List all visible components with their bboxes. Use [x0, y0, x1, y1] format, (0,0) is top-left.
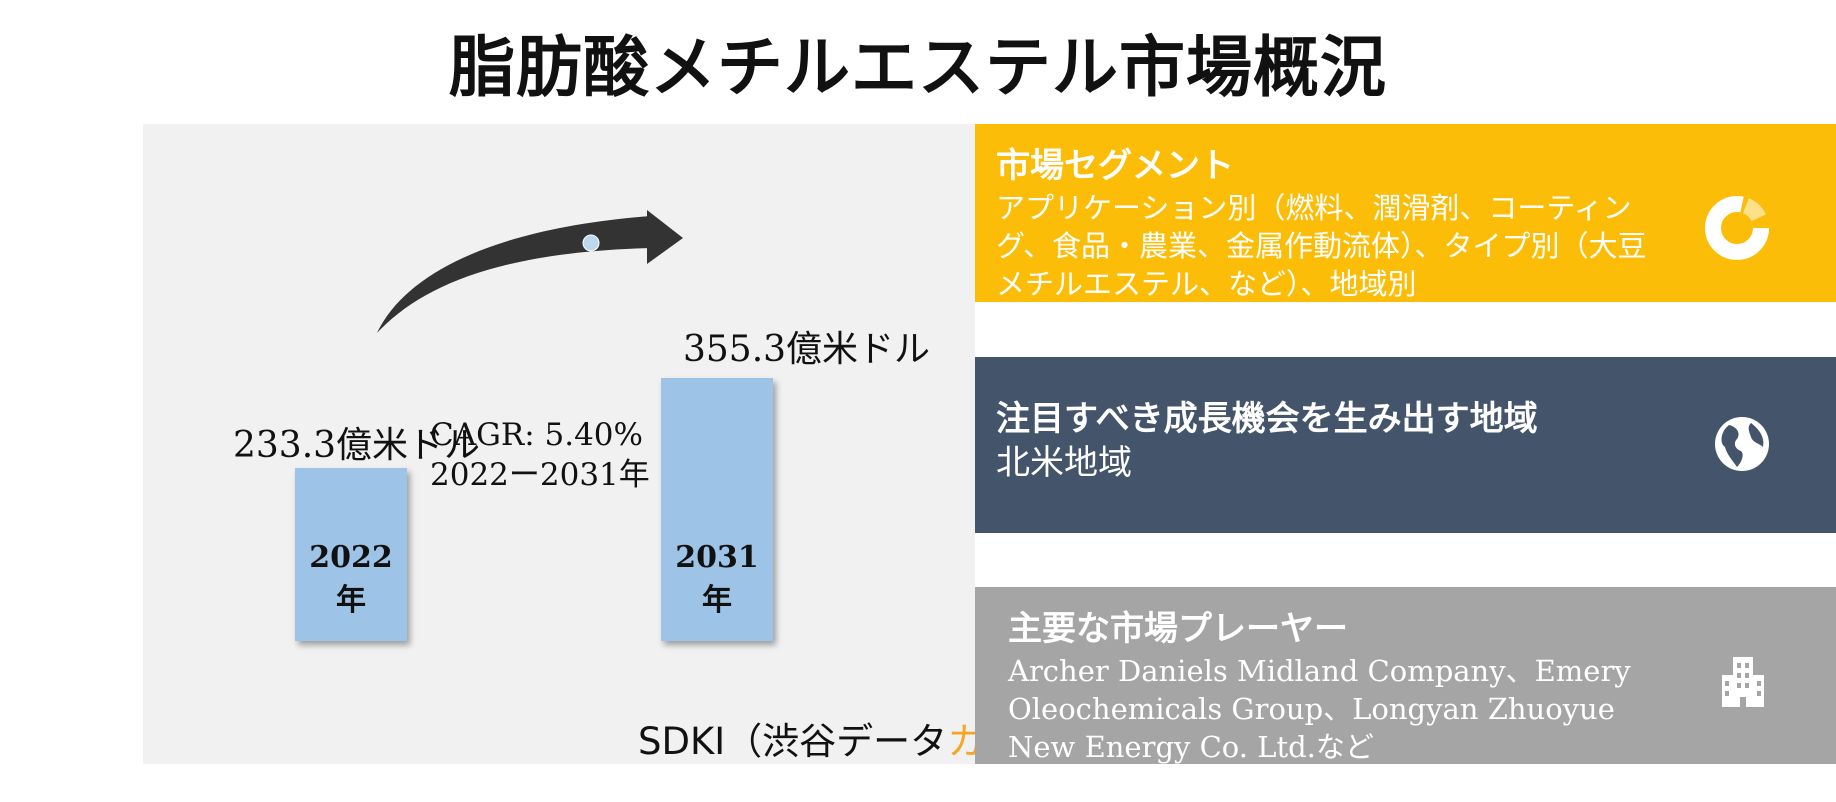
growth-arrow-dot [582, 234, 600, 252]
globe-icon [1715, 417, 1769, 471]
segment-body: アプリケーション別（燃料、潤滑剤、コーティング、食品・農業、金属作動流体）、タイ… [996, 191, 1647, 301]
bar-value-label: 233.3億米ドル [233, 425, 481, 466]
players-panel: 主要な市場プレーヤー Archer Daniels Midland Compan… [975, 587, 1836, 764]
players-body: Archer Daniels Midland Company、Emery Ole… [1008, 654, 1631, 764]
cagr-period: 2022ー2031年 [430, 457, 650, 493]
bar-category-label: 2031年 [675, 540, 759, 618]
cagr-value: CAGR: 5.40% [430, 417, 643, 453]
bar-2022年: 2022年 [295, 468, 407, 641]
segment-panel: 市場セグメント アプリケーション別（燃料、潤滑剤、コーティング、食品・農業、金属… [975, 124, 1836, 302]
players-heading: 主要な市場プレーヤー [1008, 609, 1348, 649]
growth-arrow-body [377, 216, 651, 333]
bar-category-label: 2022年 [309, 540, 393, 618]
growth-arrow-head [647, 210, 683, 264]
region-body: 北米地域 [996, 443, 1132, 483]
segment-heading: 市場セグメント [996, 146, 1234, 186]
bar-value-label: 355.3億米ドル [683, 329, 931, 370]
bar-2031年: 2031年 [661, 378, 773, 641]
region-heading: 注目すべき成長機会を生み出す地域 [996, 399, 1538, 439]
brand-prefix: SDKI（渋谷データ [638, 720, 948, 763]
page-title: 脂肪酸メチルエステル市場概況 [449, 28, 1387, 106]
donut-chart-icon [1705, 196, 1769, 260]
building-icon [1722, 657, 1764, 707]
growth-arrow [377, 210, 683, 333]
cagr-annotation: CAGR: 5.40% 2022ー2031年 [430, 415, 650, 495]
region-panel: 注目すべき成長機会を生み出す地域 北米地域 [975, 357, 1836, 533]
chart-panel: 2022年 233.3億米ドル 2031年 355.3億米ドル CAGR: 5.40%… [143, 124, 1132, 764]
